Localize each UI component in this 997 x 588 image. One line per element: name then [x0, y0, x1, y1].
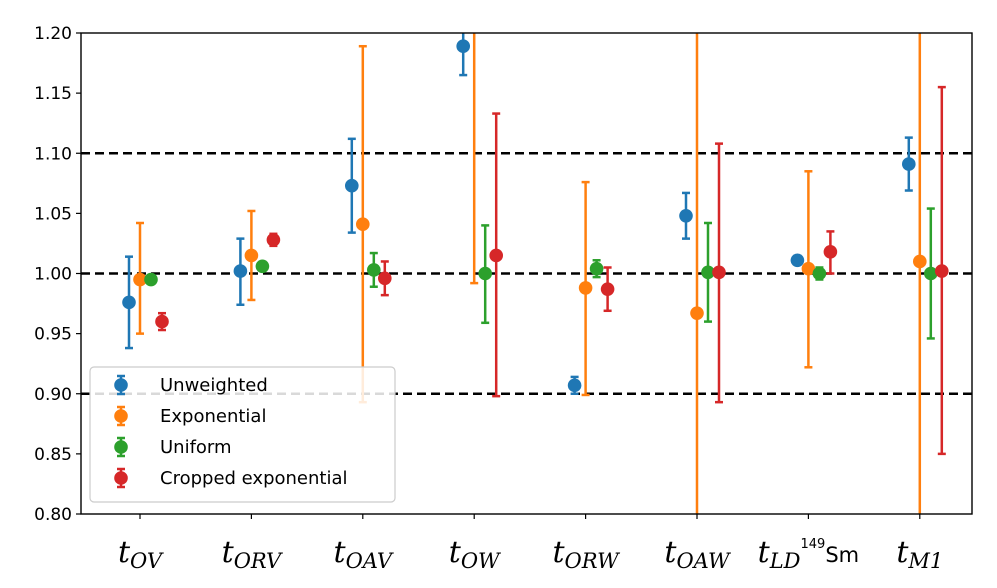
legend-label: Uniform	[160, 437, 232, 458]
data-point	[233, 264, 248, 278]
plot-frame	[80, 32, 973, 515]
data-point	[367, 263, 381, 277]
data-point	[578, 281, 593, 295]
series-exponential	[133, 33, 927, 514]
series-cropped-exponential	[155, 85, 949, 456]
data-point	[935, 264, 949, 278]
legend-marker	[114, 440, 128, 454]
data-point	[378, 271, 392, 286]
data-point	[600, 282, 615, 296]
y-tick-label: 1.00	[34, 265, 72, 285]
data-point	[823, 245, 838, 259]
data-point	[589, 261, 604, 276]
y-tick-label: 0.90	[34, 385, 72, 405]
data-point	[790, 253, 805, 268]
data-point	[567, 378, 582, 393]
data-point	[345, 178, 359, 193]
y-tick-label: 1.10	[34, 144, 72, 164]
data-point	[902, 157, 916, 171]
data-point	[155, 314, 169, 329]
series-uniform	[144, 207, 938, 340]
legend-marker	[114, 378, 128, 392]
legend-label: Unweighted	[160, 375, 268, 396]
x-tick-label: tOV	[118, 535, 164, 573]
legend-label: Cropped exponential	[160, 468, 348, 489]
legend-marker	[114, 471, 128, 485]
data-point	[244, 248, 259, 263]
data-point	[456, 39, 471, 54]
x-tick-label: tM1	[896, 535, 943, 573]
x-tick-label: tOW	[449, 535, 502, 573]
data-point	[712, 265, 726, 280]
y-tick-label: 1.15	[34, 84, 72, 104]
y-tick-label: 0.85	[34, 445, 72, 465]
data-point	[924, 266, 938, 281]
series-unweighted	[122, 33, 916, 395]
y-axis: 0.80 0.85 0.90 0.95 1.00 1.05 1.10 1.15 1.20	[34, 24, 81, 525]
data-point	[478, 266, 493, 281]
x-tick-label: tORV	[222, 535, 283, 573]
data-point	[913, 254, 927, 269]
y-tick-label: 0.95	[34, 325, 72, 345]
data-point	[690, 306, 704, 320]
legend-marker	[114, 409, 128, 423]
data-point	[266, 233, 281, 247]
data-point	[133, 272, 147, 287]
data-point	[812, 266, 827, 281]
data-point	[801, 261, 816, 276]
reference-lines	[81, 152, 972, 395]
x-tick-label: tOAW	[664, 535, 732, 573]
data-point	[701, 265, 715, 280]
data-point	[122, 295, 136, 310]
x-tick-label: tLD149Sm	[758, 535, 859, 573]
data-point	[489, 248, 504, 263]
data-point	[144, 272, 158, 287]
y-tick-label: 0.80	[34, 505, 72, 525]
x-tick-label: tOAV	[334, 535, 394, 573]
y-tick-label: 1.05	[34, 204, 72, 224]
x-tick-label: tORW	[552, 535, 621, 573]
legend-box	[89, 366, 396, 503]
data-point	[255, 259, 270, 274]
y-tick-label: 1.20	[34, 24, 72, 44]
legend-label: Exponential	[160, 406, 266, 427]
series-layer	[122, 33, 949, 514]
data-point	[679, 208, 693, 223]
legend: Unweighted Exponential Uniform Cropped expo…	[89, 366, 396, 503]
data-point	[356, 217, 370, 231]
x-axis: tOV tORV tOAV tOW tORW tOAW tLD149Sm tM1	[118, 514, 943, 573]
